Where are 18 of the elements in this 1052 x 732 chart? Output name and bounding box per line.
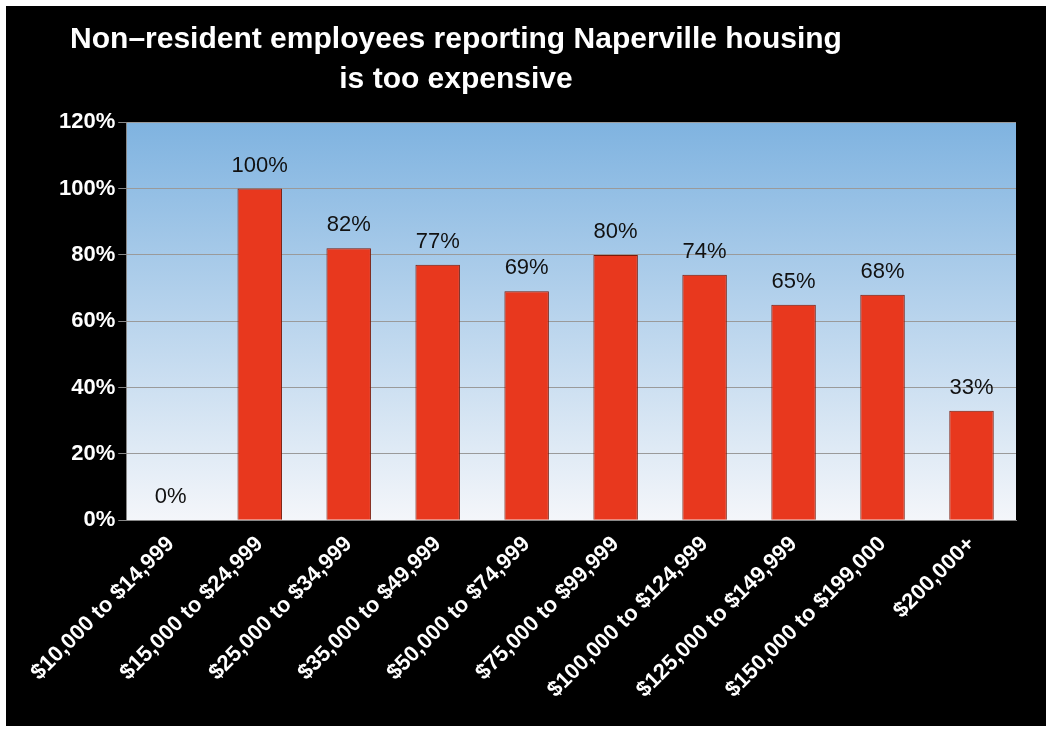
y-tick-label: 120% <box>58 108 116 134</box>
data-label: 69% <box>504 254 549 280</box>
y-tick-label: 80% <box>71 240 116 266</box>
data-label: 82% <box>326 211 371 237</box>
y-tick-label: 60% <box>71 307 116 333</box>
y-tick-label: 100% <box>58 174 116 200</box>
y-tick-label: 0% <box>83 506 116 532</box>
data-label: 80% <box>593 217 638 243</box>
data-label: 0% <box>154 483 187 509</box>
data-label: 68% <box>860 257 905 283</box>
data-label: 33% <box>949 373 994 399</box>
data-label: 65% <box>771 267 816 293</box>
y-tick-label: 20% <box>71 439 116 465</box>
data-label: 77% <box>415 227 460 253</box>
y-tick-label: 40% <box>71 373 116 399</box>
data-label: 74% <box>682 237 727 263</box>
chart-title: Non–resident employees reporting Naperville housing is too expensive <box>69 20 843 96</box>
data-label: 100% <box>231 151 288 177</box>
